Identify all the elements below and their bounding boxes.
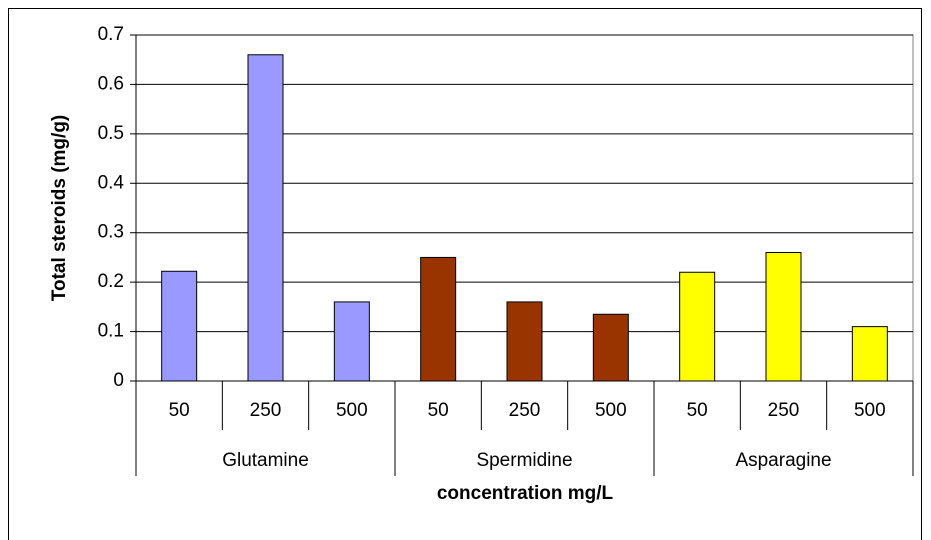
y-tick-label: 0 (113, 370, 124, 391)
bar (161, 270, 198, 382)
bar (247, 54, 284, 382)
bar (851, 326, 888, 382)
x-tick-label: 50 (687, 400, 708, 421)
x-tick-label: 500 (336, 400, 368, 421)
bar (420, 256, 457, 382)
x-tick-label: 500 (854, 400, 886, 421)
x-tick-label: 50 (428, 400, 449, 421)
y-tick-label: 0.3 (98, 222, 124, 243)
group-label: Asparagine (735, 450, 831, 471)
bar (592, 313, 629, 382)
y-tick-label: 0.6 (98, 73, 124, 94)
y-tick-label: 0.7 (98, 24, 124, 45)
x-tick-label: 500 (595, 400, 627, 421)
bar (506, 301, 543, 382)
y-tick-label: 0.2 (98, 271, 124, 292)
bar (333, 301, 370, 382)
y-tick-label: 0.4 (98, 172, 125, 193)
group-label: Spermidine (476, 450, 572, 471)
bar (765, 251, 802, 382)
y-axis-title: Total steroids (mg/g) (49, 115, 70, 301)
group-label: Glutamine (222, 450, 309, 471)
x-tick-label: 250 (509, 400, 541, 421)
y-tick-label: 0.1 (98, 321, 124, 342)
x-tick-label: 250 (768, 400, 800, 421)
x-axis-title: concentration mg/L (437, 483, 614, 504)
bar (679, 271, 716, 382)
x-tick-label: 250 (250, 400, 282, 421)
x-tick-label: 50 (169, 400, 190, 421)
y-tick-label: 0.5 (98, 123, 124, 144)
